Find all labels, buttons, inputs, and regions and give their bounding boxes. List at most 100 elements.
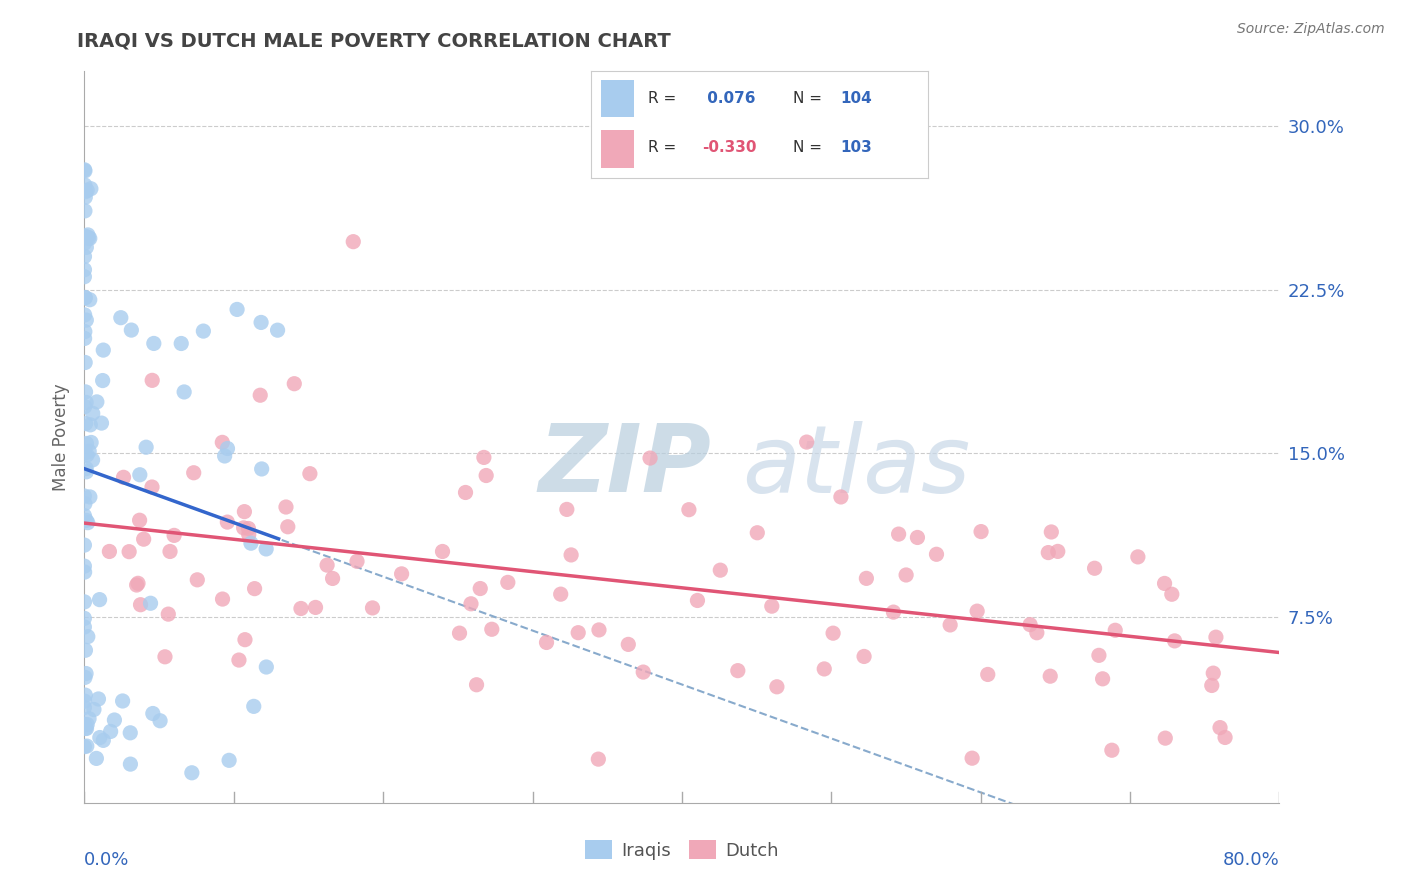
Point <box>238 527 260 541</box>
Point <box>686 593 709 607</box>
Point <box>90 416 112 430</box>
Point <box>298 467 321 481</box>
Text: R =: R = <box>648 140 681 155</box>
Point <box>112 470 135 484</box>
Point <box>77 231 100 245</box>
Point <box>75 688 97 702</box>
Bar <box>600 130 634 168</box>
Point <box>75 240 97 254</box>
Point <box>460 597 482 611</box>
Point <box>283 376 305 391</box>
Point <box>82 406 104 420</box>
Point <box>855 571 877 585</box>
Point <box>127 576 149 591</box>
Point <box>1205 630 1227 644</box>
Point <box>73 670 96 684</box>
Point <box>813 662 835 676</box>
Point <box>1163 633 1185 648</box>
Point <box>1088 648 1111 663</box>
Point <box>75 461 97 475</box>
Point <box>1046 544 1069 558</box>
Point <box>73 290 96 304</box>
Point <box>496 575 519 590</box>
Point <box>180 765 202 780</box>
Point <box>75 513 97 527</box>
Point <box>588 752 610 766</box>
Point <box>678 502 700 516</box>
Point <box>76 630 98 644</box>
Point <box>1104 624 1126 638</box>
Point <box>153 649 176 664</box>
Point <box>118 544 141 558</box>
Point <box>274 500 297 514</box>
Point <box>226 302 249 317</box>
Bar <box>600 80 634 118</box>
Point <box>970 524 993 539</box>
Point <box>82 453 104 467</box>
Point <box>238 521 260 535</box>
Point <box>76 739 98 753</box>
Point <box>110 310 132 325</box>
Point <box>391 566 413 581</box>
Point <box>75 291 97 305</box>
Point <box>1101 743 1123 757</box>
Point <box>139 596 162 610</box>
Point <box>1209 721 1232 735</box>
Point <box>853 649 876 664</box>
Point <box>346 554 368 568</box>
Point <box>120 726 142 740</box>
Point <box>588 623 610 637</box>
Point <box>76 516 98 530</box>
Point <box>86 395 108 409</box>
Point <box>214 449 236 463</box>
Point <box>217 515 239 529</box>
Point <box>73 565 96 579</box>
Point <box>79 490 101 504</box>
Point <box>100 724 122 739</box>
Point <box>75 465 97 479</box>
Point <box>132 532 155 546</box>
Point <box>239 536 262 550</box>
Point <box>536 635 558 649</box>
Text: atlas: atlas <box>742 421 970 512</box>
Point <box>73 595 96 609</box>
Point <box>1040 524 1063 539</box>
Point <box>342 235 364 249</box>
Point <box>80 182 103 196</box>
Point <box>277 520 299 534</box>
Point <box>1153 576 1175 591</box>
Text: R =: R = <box>648 91 681 106</box>
Point <box>79 293 101 307</box>
Point <box>449 626 471 640</box>
Point <box>977 667 1000 681</box>
Point <box>1126 549 1149 564</box>
Point <box>796 435 818 450</box>
Point <box>75 417 97 431</box>
Text: 104: 104 <box>841 91 872 106</box>
Legend: Iraqis, Dutch: Iraqis, Dutch <box>578 833 786 867</box>
Point <box>91 374 114 388</box>
Point <box>157 607 180 621</box>
Point <box>73 308 96 322</box>
Point <box>560 548 582 562</box>
Point <box>766 680 789 694</box>
Point <box>761 599 783 614</box>
Point <box>73 620 96 634</box>
Point <box>87 692 110 706</box>
Point <box>76 722 98 736</box>
Point <box>120 757 142 772</box>
Point <box>73 446 96 460</box>
Point <box>75 395 97 409</box>
Point <box>75 436 97 450</box>
Point <box>882 605 904 619</box>
Text: N =: N = <box>793 91 827 106</box>
Point <box>228 653 250 667</box>
Point <box>966 604 988 618</box>
Point <box>960 751 983 765</box>
Point <box>186 573 208 587</box>
Point <box>73 694 96 708</box>
Point <box>304 600 326 615</box>
Point <box>163 528 186 542</box>
Point <box>75 355 97 369</box>
Point <box>76 448 98 462</box>
